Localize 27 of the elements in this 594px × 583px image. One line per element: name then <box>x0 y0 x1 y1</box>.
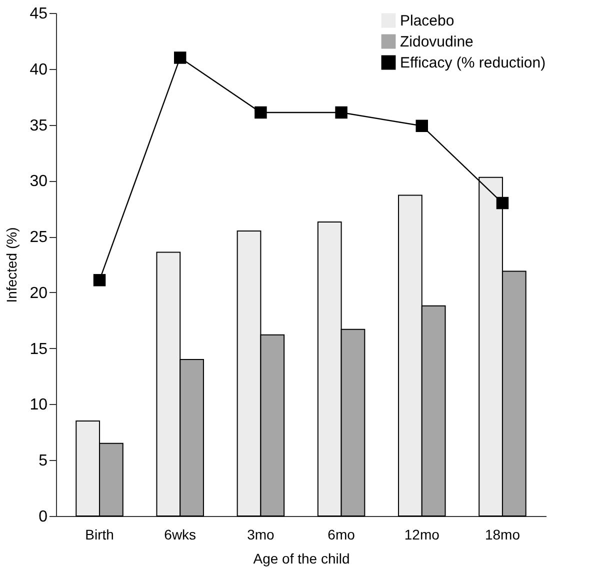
legend-label: Efficacy (% reduction) <box>400 54 546 72</box>
y-tick-label: 10 <box>30 396 48 414</box>
y-tick-label: 40 <box>30 61 48 78</box>
point <box>335 106 348 119</box>
y-tick-label: 25 <box>30 229 48 246</box>
y-tick-label: 5 <box>38 452 48 470</box>
legend-label: Zidovudine <box>400 34 474 50</box>
x-tick-label: 18mo <box>484 526 520 542</box>
y-tick-label: 30 <box>30 173 48 190</box>
y-tick-label: 45 <box>30 6 48 22</box>
x-tick-label: 6wks <box>164 526 196 542</box>
point <box>496 196 509 210</box>
x-tick-label: 3mo <box>247 526 275 542</box>
x-tick-label: 12mo <box>404 526 440 542</box>
x-tick-label: 6mo <box>328 526 356 542</box>
point <box>416 120 428 132</box>
y-tick-label: 20 <box>30 284 48 302</box>
y-axis-title: Infected (%) <box>4 227 20 303</box>
point <box>174 52 186 64</box>
legend-label: Placebo <box>400 12 454 30</box>
point <box>254 106 267 119</box>
x-tick-label: Birth <box>85 526 114 542</box>
y-tick-label: 35 <box>30 117 48 134</box>
point <box>93 274 106 286</box>
x-axis-title: Age of the child <box>253 550 350 566</box>
y-tick-label: 15 <box>30 340 48 358</box>
y-tick-label: 0 <box>38 508 48 526</box>
